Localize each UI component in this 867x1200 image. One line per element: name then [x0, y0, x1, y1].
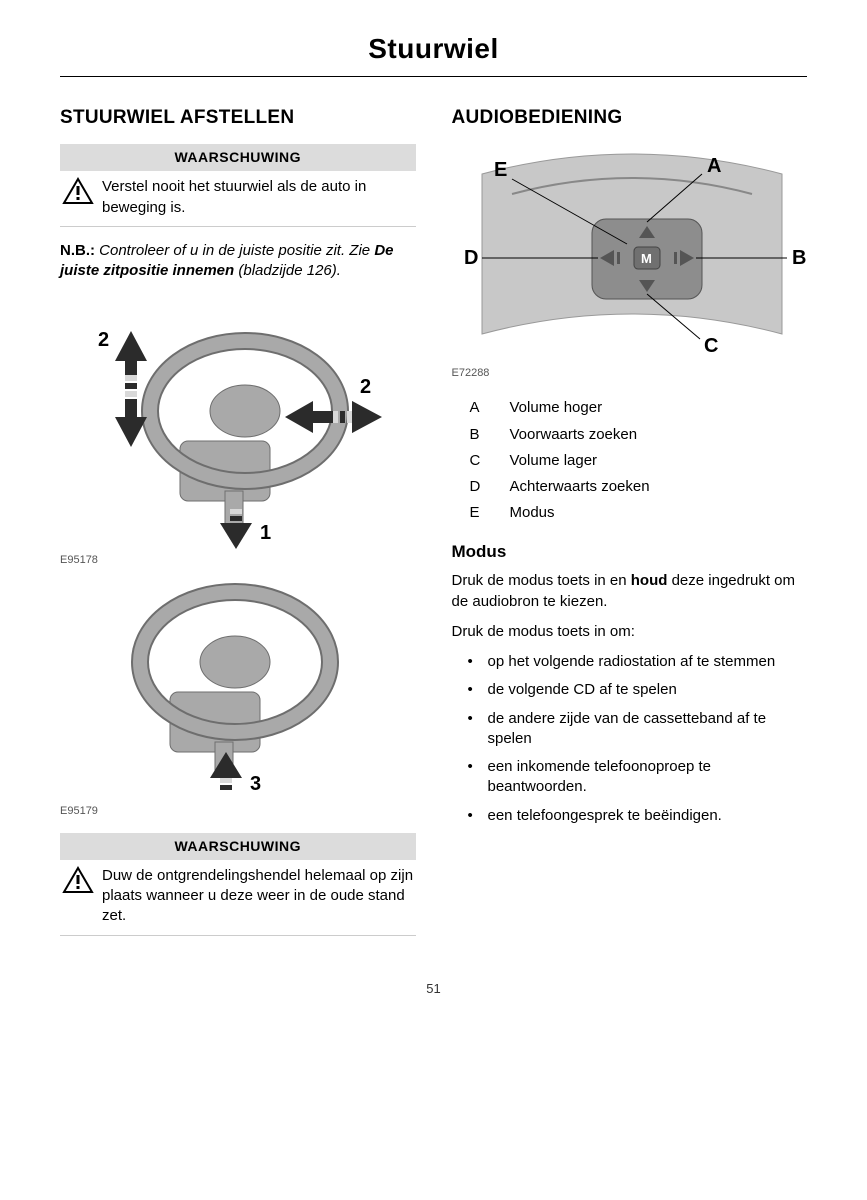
figure-ref-audio: E72288 — [452, 366, 808, 381]
legend-key: B — [470, 425, 492, 445]
figure-steering-adjust-1: 2 2 1 — [60, 291, 416, 551]
legend-row: D Achterwaarts zoeken — [452, 474, 808, 500]
left-column: STUURWIEL AFSTELLEN WAARSCHUWING Verstel… — [60, 105, 416, 950]
warning-text-2: Duw de ontgrendelingshendel helemaal op … — [102, 866, 414, 927]
warning-text-1: Verstel nooit het stuurwiel als de auto … — [102, 177, 414, 218]
audio-label-D: D — [464, 247, 478, 269]
legend-label: Volume hoger — [510, 398, 603, 418]
list-item: een telefoongesprek te beëindigen. — [468, 806, 808, 826]
audio-label-C: C — [704, 335, 718, 357]
list-item: een inkomende telefoonoproep te beantwoo… — [468, 757, 808, 798]
legend-label: Achterwaarts zoeken — [510, 477, 650, 497]
figure-ref-1: E95178 — [60, 553, 416, 568]
content-columns: STUURWIEL AFSTELLEN WAARSCHUWING Verstel… — [60, 105, 807, 950]
list-item: op het volgende radiostation af te stemm… — [468, 652, 808, 672]
callout-3: 3 — [250, 773, 261, 795]
legend-key: D — [470, 477, 492, 497]
callout-2b: 2 — [360, 376, 371, 398]
legend-key: E — [470, 503, 492, 523]
note-nb: N.B.: — [60, 242, 95, 259]
legend-key: A — [470, 398, 492, 418]
modus-bullets: op het volgende radiostation af te stemm… — [452, 652, 808, 826]
modus-heading: Modus — [452, 541, 808, 564]
audio-label-E: E — [494, 159, 507, 181]
figure-audio-controls: M A B C D — [452, 144, 808, 364]
modus-para1: Druk de modus toets in en houd deze inge… — [452, 571, 808, 612]
legend-row: B Voorwaarts zoeken — [452, 422, 808, 448]
legend-label: Modus — [510, 503, 555, 523]
modus-para1-a: Druk de modus toets in en — [452, 572, 631, 589]
legend-row: E Modus — [452, 500, 808, 526]
callout-2a: 2 — [98, 329, 109, 351]
left-section-heading: STUURWIEL AFSTELLEN — [60, 105, 416, 131]
warning-header-1: WAARSCHUWING — [60, 144, 416, 171]
right-column: AUDIOBEDIENING M — [452, 105, 808, 950]
note-text2: (bladzijde 126). — [234, 262, 341, 279]
legend-label: Voorwaarts zoeken — [510, 425, 638, 445]
note-paragraph: N.B.: Controleer of u in de juiste posit… — [60, 241, 416, 282]
warning-body-1: Verstel nooit het stuurwiel als de auto … — [60, 171, 416, 227]
audio-label-A: A — [707, 155, 721, 177]
warning-body-2: Duw de ontgrendelingshendel helemaal op … — [60, 860, 416, 936]
right-section-heading: AUDIOBEDIENING — [452, 105, 808, 131]
legend-key: C — [470, 451, 492, 471]
legend-label: Volume lager — [510, 451, 598, 471]
list-item: de andere zijde van de cassetteband af t… — [468, 709, 808, 750]
figure-steering-adjust-2: 3 — [60, 582, 416, 802]
callout-1: 1 — [260, 522, 271, 544]
svg-text:M: M — [641, 251, 652, 266]
audio-label-B: B — [792, 247, 806, 269]
note-text1: Controleer of u in de juiste positie zit… — [95, 242, 374, 259]
warning-triangle-icon — [62, 866, 94, 894]
page-title: Stuurwiel — [60, 30, 807, 77]
warning-header-2: WAARSCHUWING — [60, 833, 416, 860]
legend-row: C Volume lager — [452, 448, 808, 474]
figure-ref-2: E95179 — [60, 804, 416, 819]
list-item: de volgende CD af te spelen — [468, 680, 808, 700]
warning-triangle-icon — [62, 177, 94, 205]
legend-row: A Volume hoger — [452, 395, 808, 421]
audio-legend: A Volume hoger B Voorwaarts zoeken C Vol… — [452, 395, 808, 526]
modus-para2: Druk de modus toets in om: — [452, 622, 808, 642]
modus-para1-bold: houd — [631, 572, 668, 589]
page-number: 51 — [60, 980, 807, 998]
